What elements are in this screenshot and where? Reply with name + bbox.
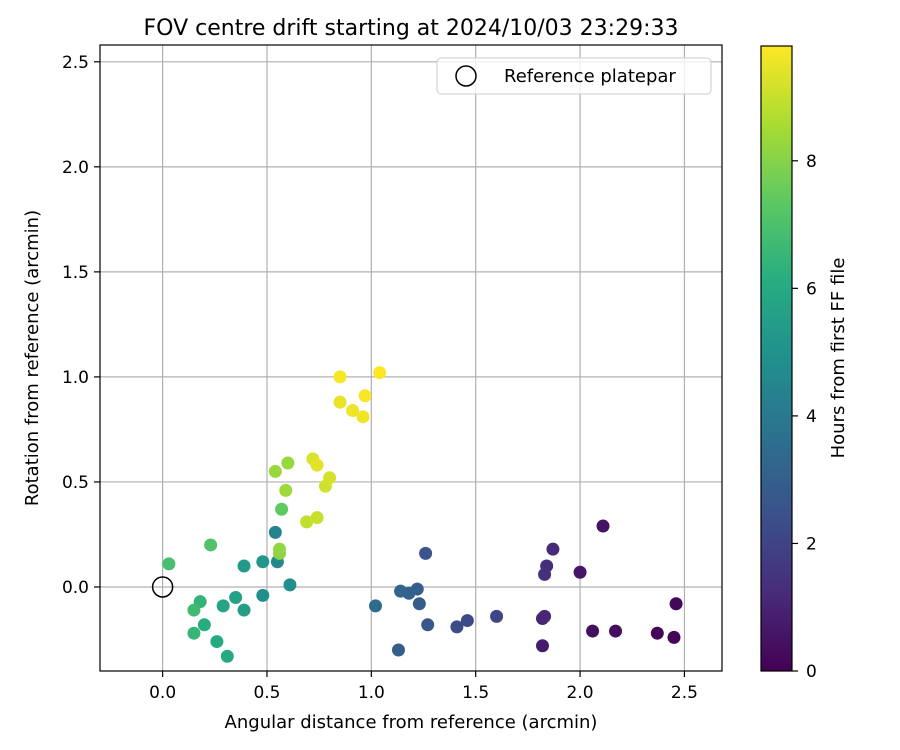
x-tick-label: 1.0: [358, 683, 385, 703]
colorbar-tick-label: 0: [806, 662, 817, 682]
x-tick-label: 2.0: [567, 683, 594, 703]
data-point: [490, 609, 504, 623]
data-point: [596, 519, 610, 533]
data-point: [229, 590, 243, 604]
data-point: [237, 603, 251, 617]
plot-area: 0.0 0.5 1.0 1.5 2.0 2.5 0.0 0.5 1.0 1.5 2.0 2.5: [62, 44, 723, 703]
x-axis-label: Angular distance from reference (arcmin): [225, 712, 598, 733]
data-point: [538, 567, 552, 581]
colorbar-ticks: 0 2 4 6 8: [792, 152, 817, 682]
x-tick-label: 2.5: [671, 683, 698, 703]
data-point: [256, 588, 270, 602]
data-point: [609, 624, 623, 638]
data-point: [300, 515, 314, 529]
data-point: [535, 639, 549, 653]
colorbar-tick-label: 8: [806, 152, 817, 172]
reference-platepar-point: [151, 576, 174, 598]
legend-box: [436, 57, 712, 95]
y-tick-label: 2.0: [62, 158, 89, 178]
data-point: [268, 464, 282, 478]
data-point: [333, 370, 347, 384]
colorbar-tick-label: 6: [806, 279, 817, 299]
data-point: [220, 649, 234, 663]
data-point: [412, 597, 426, 611]
data-point: [358, 389, 372, 403]
data-point: [273, 542, 287, 556]
y-axis-ticks: 0.0 0.5 1.0 1.5 2.0 2.5: [62, 53, 100, 598]
y-axis-label: Rotation from reference (arcmin): [22, 210, 43, 506]
data-point: [279, 483, 293, 497]
data-point: [187, 626, 201, 640]
y-tick-label: 0.0: [62, 578, 89, 598]
y-tick-label: 1.0: [62, 368, 89, 388]
x-axis-ticks: 0.0 0.5 1.0 1.5 2.0 2.5: [149, 671, 698, 703]
legend-entry-reference-platepar: Reference platepar: [504, 66, 676, 87]
data-point: [256, 555, 270, 569]
data-point: [450, 620, 464, 634]
data-point: [546, 542, 560, 556]
colorbar: 0 2 4 6 8 Hours from first FF file: [760, 45, 849, 682]
colorbar-tick-label: 4: [806, 407, 817, 427]
y-tick-label: 1.5: [62, 263, 89, 283]
axes-frame: [99, 44, 723, 672]
colorbar-label: Hours from first FF file: [828, 258, 849, 459]
data-point: [237, 559, 251, 573]
data-point: [346, 404, 360, 418]
data-point: [323, 471, 337, 485]
data-point: [667, 630, 681, 644]
data-point: [538, 609, 552, 623]
data-point: [421, 618, 435, 632]
data-point: [275, 502, 289, 516]
data-point: [650, 626, 664, 640]
data-point: [268, 525, 282, 539]
data-points: [151, 366, 683, 663]
y-tick-label: 2.5: [62, 53, 89, 73]
data-point: [310, 458, 324, 472]
legend: Reference platepar: [436, 57, 712, 95]
x-tick-label: 0.5: [253, 683, 280, 703]
data-point: [369, 599, 383, 613]
data-point: [373, 366, 387, 380]
legend-marker-open-circle: [455, 65, 477, 87]
colorbar-frame: [760, 45, 793, 672]
data-point: [573, 565, 587, 579]
data-point: [216, 599, 230, 613]
data-point: [197, 618, 211, 632]
data-point: [210, 635, 224, 649]
data-point: [460, 614, 474, 628]
data-point: [162, 557, 176, 571]
data-point: [283, 578, 297, 592]
colorbar-gradient: [761, 46, 792, 671]
data-point: [419, 546, 433, 560]
data-point: [204, 538, 218, 552]
y-tick-label: 0.5: [62, 473, 89, 493]
colorbar-tick-label: 2: [806, 534, 817, 554]
data-point: [669, 597, 683, 611]
data-point: [391, 643, 405, 657]
x-tick-label: 1.5: [462, 683, 489, 703]
chart-title: FOV centre drift starting at 2024/10/03 …: [144, 16, 679, 41]
data-point: [586, 624, 600, 638]
data-point: [310, 511, 324, 525]
data-point: [333, 395, 347, 409]
data-point: [356, 410, 370, 424]
data-point: [187, 603, 201, 617]
grid-lines: [100, 45, 722, 671]
data-point: [281, 456, 295, 470]
x-tick-label: 0.0: [149, 683, 176, 703]
data-point: [394, 584, 408, 598]
